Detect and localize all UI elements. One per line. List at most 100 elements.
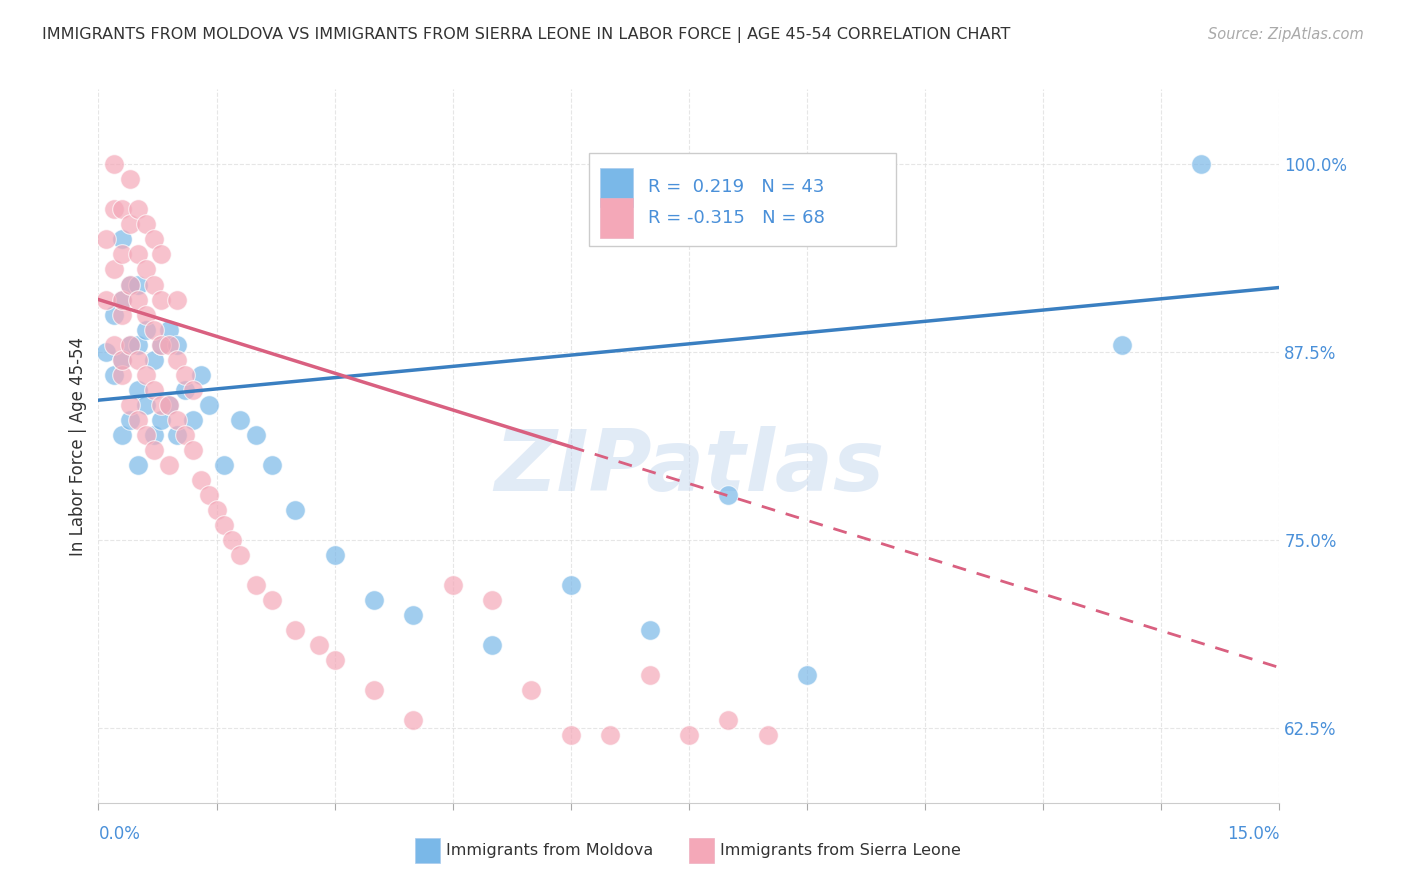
Point	[717, 713, 740, 727]
Point	[96, 293, 118, 307]
Point	[127, 383, 149, 397]
Text: ZIPatlas: ZIPatlas	[494, 425, 884, 509]
Point	[166, 427, 188, 442]
Point	[111, 308, 134, 322]
Point	[323, 653, 346, 667]
Point	[678, 728, 700, 742]
Point	[118, 172, 141, 186]
Point	[157, 458, 180, 472]
Point	[402, 713, 425, 727]
Point	[308, 638, 330, 652]
Point	[127, 277, 149, 292]
FancyBboxPatch shape	[589, 153, 896, 246]
Point	[111, 293, 134, 307]
Point	[205, 503, 228, 517]
Point	[142, 277, 165, 292]
Point	[402, 607, 425, 622]
Point	[599, 728, 621, 742]
Point	[796, 668, 818, 682]
Point	[118, 277, 141, 292]
Point	[174, 427, 197, 442]
Point	[157, 398, 180, 412]
Point	[127, 247, 149, 261]
Point	[197, 488, 219, 502]
Point	[103, 262, 125, 277]
Point	[111, 293, 134, 307]
Point	[181, 413, 204, 427]
Point	[142, 232, 165, 246]
Point	[166, 413, 188, 427]
Point	[150, 293, 173, 307]
Point	[142, 383, 165, 397]
Point	[135, 322, 157, 336]
Point	[103, 308, 125, 322]
Point	[118, 277, 141, 292]
Point	[481, 593, 503, 607]
Point	[135, 398, 157, 412]
Point	[174, 383, 197, 397]
Point	[756, 728, 779, 742]
Point	[638, 623, 661, 637]
Point	[127, 293, 149, 307]
Point	[174, 368, 197, 382]
Point	[135, 308, 157, 322]
Text: Immigrants from Sierra Leone: Immigrants from Sierra Leone	[720, 844, 960, 858]
Point	[260, 458, 283, 472]
Point	[229, 548, 252, 562]
Point	[221, 533, 243, 547]
Text: IMMIGRANTS FROM MOLDOVA VS IMMIGRANTS FROM SIERRA LEONE IN LABOR FORCE | AGE 45-: IMMIGRANTS FROM MOLDOVA VS IMMIGRANTS FR…	[42, 27, 1011, 43]
Point	[363, 593, 385, 607]
Bar	[600, 198, 634, 237]
Point	[1189, 157, 1212, 171]
Point	[284, 623, 307, 637]
Point	[1111, 337, 1133, 351]
Point	[181, 442, 204, 457]
Point	[111, 232, 134, 246]
Text: Source: ZipAtlas.com: Source: ZipAtlas.com	[1208, 27, 1364, 42]
Point	[142, 427, 165, 442]
Point	[118, 413, 141, 427]
Point	[717, 488, 740, 502]
Point	[157, 337, 180, 351]
Point	[118, 337, 141, 351]
Point	[135, 368, 157, 382]
Point	[135, 262, 157, 277]
Point	[245, 427, 267, 442]
Point	[520, 683, 543, 698]
Point	[118, 218, 141, 232]
Point	[441, 578, 464, 592]
Point	[96, 232, 118, 246]
Point	[142, 442, 165, 457]
Point	[103, 157, 125, 171]
Point	[323, 548, 346, 562]
Point	[127, 352, 149, 367]
Point	[560, 728, 582, 742]
Point	[142, 322, 165, 336]
Point	[166, 352, 188, 367]
Point	[111, 352, 134, 367]
Point	[111, 202, 134, 217]
Point	[214, 458, 236, 472]
Point	[103, 337, 125, 351]
Point	[638, 668, 661, 682]
Point	[229, 413, 252, 427]
Point	[127, 458, 149, 472]
Point	[127, 202, 149, 217]
Point	[135, 218, 157, 232]
Point	[103, 202, 125, 217]
Point	[103, 368, 125, 382]
Point	[150, 337, 173, 351]
Point	[111, 368, 134, 382]
Point	[190, 368, 212, 382]
Point	[166, 293, 188, 307]
Text: R =  0.219   N = 43: R = 0.219 N = 43	[648, 178, 824, 196]
Point	[150, 413, 173, 427]
Point	[127, 337, 149, 351]
Point	[190, 473, 212, 487]
Text: 15.0%: 15.0%	[1227, 825, 1279, 843]
Point	[181, 383, 204, 397]
Point	[118, 337, 141, 351]
Point	[245, 578, 267, 592]
Point	[111, 427, 134, 442]
Point	[127, 413, 149, 427]
